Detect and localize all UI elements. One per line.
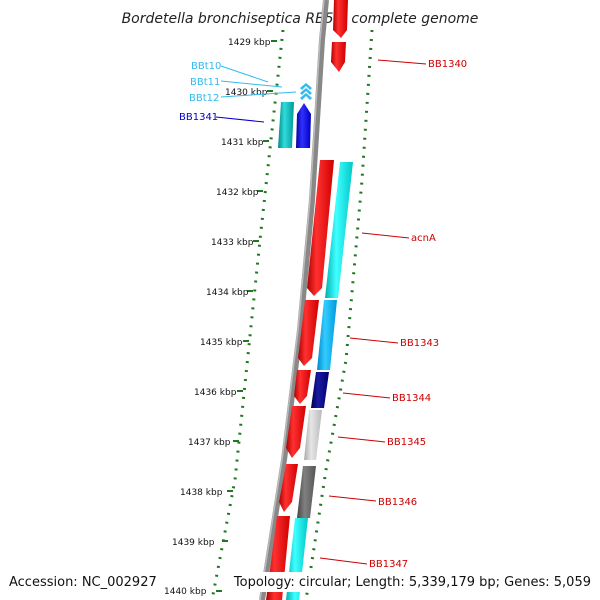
gene-arrow-top[interactable] <box>333 0 348 38</box>
tick-label-1438: 1438 kbp <box>180 488 223 498</box>
leader-line-bb1345 <box>337 436 386 443</box>
trna-arrow-bbt12[interactable] <box>300 93 312 100</box>
tick-label-1435: 1435 kbp <box>200 338 243 348</box>
gene-label-bb1344[interactable]: BB1344 <box>392 393 431 404</box>
gene-label-bb1343[interactable]: BB1343 <box>400 338 439 349</box>
gene-label-bb1340[interactable]: BB1340 <box>428 59 467 70</box>
tick-label-1437: 1437 kbp <box>188 438 231 448</box>
leader-line-bb1347 <box>319 557 368 565</box>
gene-arrow-teal[interactable] <box>278 102 294 148</box>
genome-summary-text: Topology: circular; Length: 5,339,179 bp… <box>233 575 591 590</box>
tick-label-1433: 1433 kbp <box>211 238 254 248</box>
leader-line-bb1340 <box>377 59 427 65</box>
gene-label-bbt10[interactable]: BBt10 <box>191 61 221 72</box>
gene-arrow-red-2[interactable] <box>298 300 319 366</box>
gene-label-bbt12[interactable]: BBt12 <box>189 93 219 104</box>
leader-line-acna <box>361 232 410 239</box>
gene-arrow-bb1343[interactable] <box>317 300 337 370</box>
tick-label-1436: 1436 kbp <box>194 388 237 398</box>
gene-arrow-red-4[interactable] <box>286 406 306 458</box>
trna-arrow-bbt10[interactable] <box>300 83 312 90</box>
gene-label-bb1341[interactable]: BB1341 <box>179 112 218 123</box>
gene-label-bb1346[interactable]: BB1346 <box>378 497 417 508</box>
genome-backbone <box>259 0 329 600</box>
gene-arrow-bb1341[interactable] <box>296 103 311 148</box>
gene-label-bb1345[interactable]: BB1345 <box>387 437 426 448</box>
tick-label-1434: 1434 kbp <box>206 288 249 298</box>
leader-line-bbt11 <box>220 80 283 88</box>
tick-group: 1429 kbp 1430 kbp 1431 kbp 1432 kbp 1433… <box>164 38 277 597</box>
leader-line-bb1344 <box>342 392 391 399</box>
tick-label-1432: 1432 kbp <box>216 188 259 198</box>
footer-summary-bg <box>256 572 596 592</box>
gene-arrow-red-3[interactable] <box>294 370 311 404</box>
leader-line-bb1346 <box>328 495 377 502</box>
genome-backbone-highlight <box>259 0 325 600</box>
gene-arrow-bb1340[interactable] <box>331 42 346 72</box>
right-ruler <box>304 29 374 600</box>
leader-line-bbt12 <box>220 91 297 98</box>
gene-arrow-bb1346[interactable] <box>297 466 316 518</box>
map-title: Bordetella bronchiseptica RB50, complete… <box>122 11 479 27</box>
tick-label-1430: 1430 kbp <box>225 88 268 98</box>
gene-label-bb1347[interactable]: BB1347 <box>369 559 408 570</box>
gene-arrow-acna[interactable] <box>325 162 353 298</box>
accession-text: Accession: NC_002927 <box>9 575 157 590</box>
gene-label-acna[interactable]: acnA <box>411 233 436 244</box>
gene-arrow-red-5[interactable] <box>279 464 298 512</box>
leader-line-bb1341 <box>215 116 265 123</box>
tick-label-1431: 1431 kbp <box>221 138 264 148</box>
leader-line-bbt10 <box>220 65 269 83</box>
footer-accession-bg <box>4 572 154 592</box>
trna-arrow-bbt11[interactable] <box>300 88 312 95</box>
gene-arrow-bb1345[interactable] <box>304 410 322 460</box>
gene-arrow-acna-red[interactable] <box>307 160 334 296</box>
leader-line-bb1343 <box>349 337 399 344</box>
tick-label-1440: 1440 kbp <box>164 587 207 597</box>
leader-lines <box>215 59 427 565</box>
left-ruler <box>210 29 285 600</box>
gene-label-bbt11[interactable]: BBt11 <box>190 77 220 88</box>
tick-label-1429: 1429 kbp <box>228 38 271 48</box>
gene-arrow-bb1344[interactable] <box>311 372 329 408</box>
tick-label-1439: 1439 kbp <box>172 538 215 548</box>
